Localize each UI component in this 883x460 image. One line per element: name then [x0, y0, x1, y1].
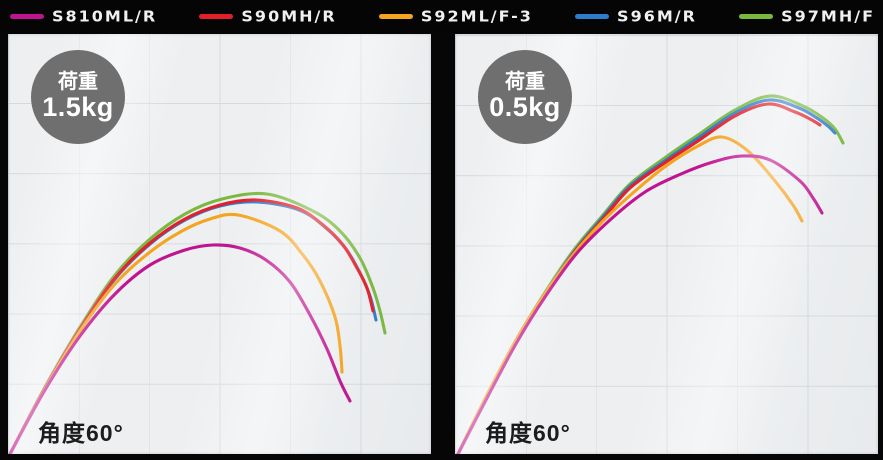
- legend-item-s92ml-f-3: S92ML/F-3: [378, 7, 533, 26]
- curve-s90mh-r: [456, 102, 822, 454]
- angle-label: 角度60°: [38, 420, 124, 446]
- panel-load-0-5kg: 荷重 0.5kg 角度60°: [455, 34, 878, 454]
- bend-curves-0-5kg: [456, 94, 845, 454]
- load-badge-title: 荷重: [505, 70, 545, 93]
- legend-item-s90mh-r: S90MH/R: [199, 7, 336, 26]
- load-badge: 荷重 0.5kg: [478, 50, 572, 144]
- legend-item-s97mh-f: S97MH/F: [739, 7, 875, 26]
- legend-label-s92ml-f-3: S92ML/F-3: [420, 7, 533, 26]
- curve-s810ml-r: [456, 154, 824, 454]
- load-badge: 荷重 1.5kg: [31, 50, 125, 144]
- load-badge-value: 1.5kg: [42, 92, 114, 123]
- load-badge-value: 0.5kg: [489, 92, 561, 123]
- panel-load-1-5kg: 荷重 1.5kg 角度60°: [8, 34, 431, 454]
- legend-item-s810ml-r: S810ML/R: [10, 7, 157, 26]
- s96m-r-color-swatch: [575, 14, 610, 19]
- s97mh-f-color-swatch: [739, 14, 774, 19]
- curve-s92ml-f-3: [8, 212, 344, 454]
- curve-s96m-r: [456, 98, 837, 454]
- load-badge-title: 荷重: [58, 70, 98, 93]
- angle-label: 角度60°: [485, 420, 571, 446]
- s90mh-r-color-swatch: [199, 14, 234, 19]
- bend-curves-1-5kg: [8, 191, 387, 454]
- legend-bar: S810ML/R S90MH/R S92ML/F-3 S96M/R S97MH/…: [0, 0, 883, 33]
- curve-s97mh-f: [456, 94, 845, 454]
- curve-s92ml-f-3: [456, 135, 804, 454]
- curve-s810ml-r: [8, 243, 352, 454]
- s810ml-r-color-swatch: [10, 14, 44, 19]
- legend-label-s90mh-r: S90MH/R: [241, 7, 337, 26]
- legend-item-s96m-r: S96M/R: [575, 7, 697, 26]
- legend-label-s96m-r: S96M/R: [617, 7, 697, 26]
- legend-label-s97mh-f: S97MH/F: [781, 7, 875, 26]
- s92ml-f-3-color-swatch: [378, 14, 413, 19]
- legend-label-s810ml-r: S810ML/R: [52, 7, 158, 26]
